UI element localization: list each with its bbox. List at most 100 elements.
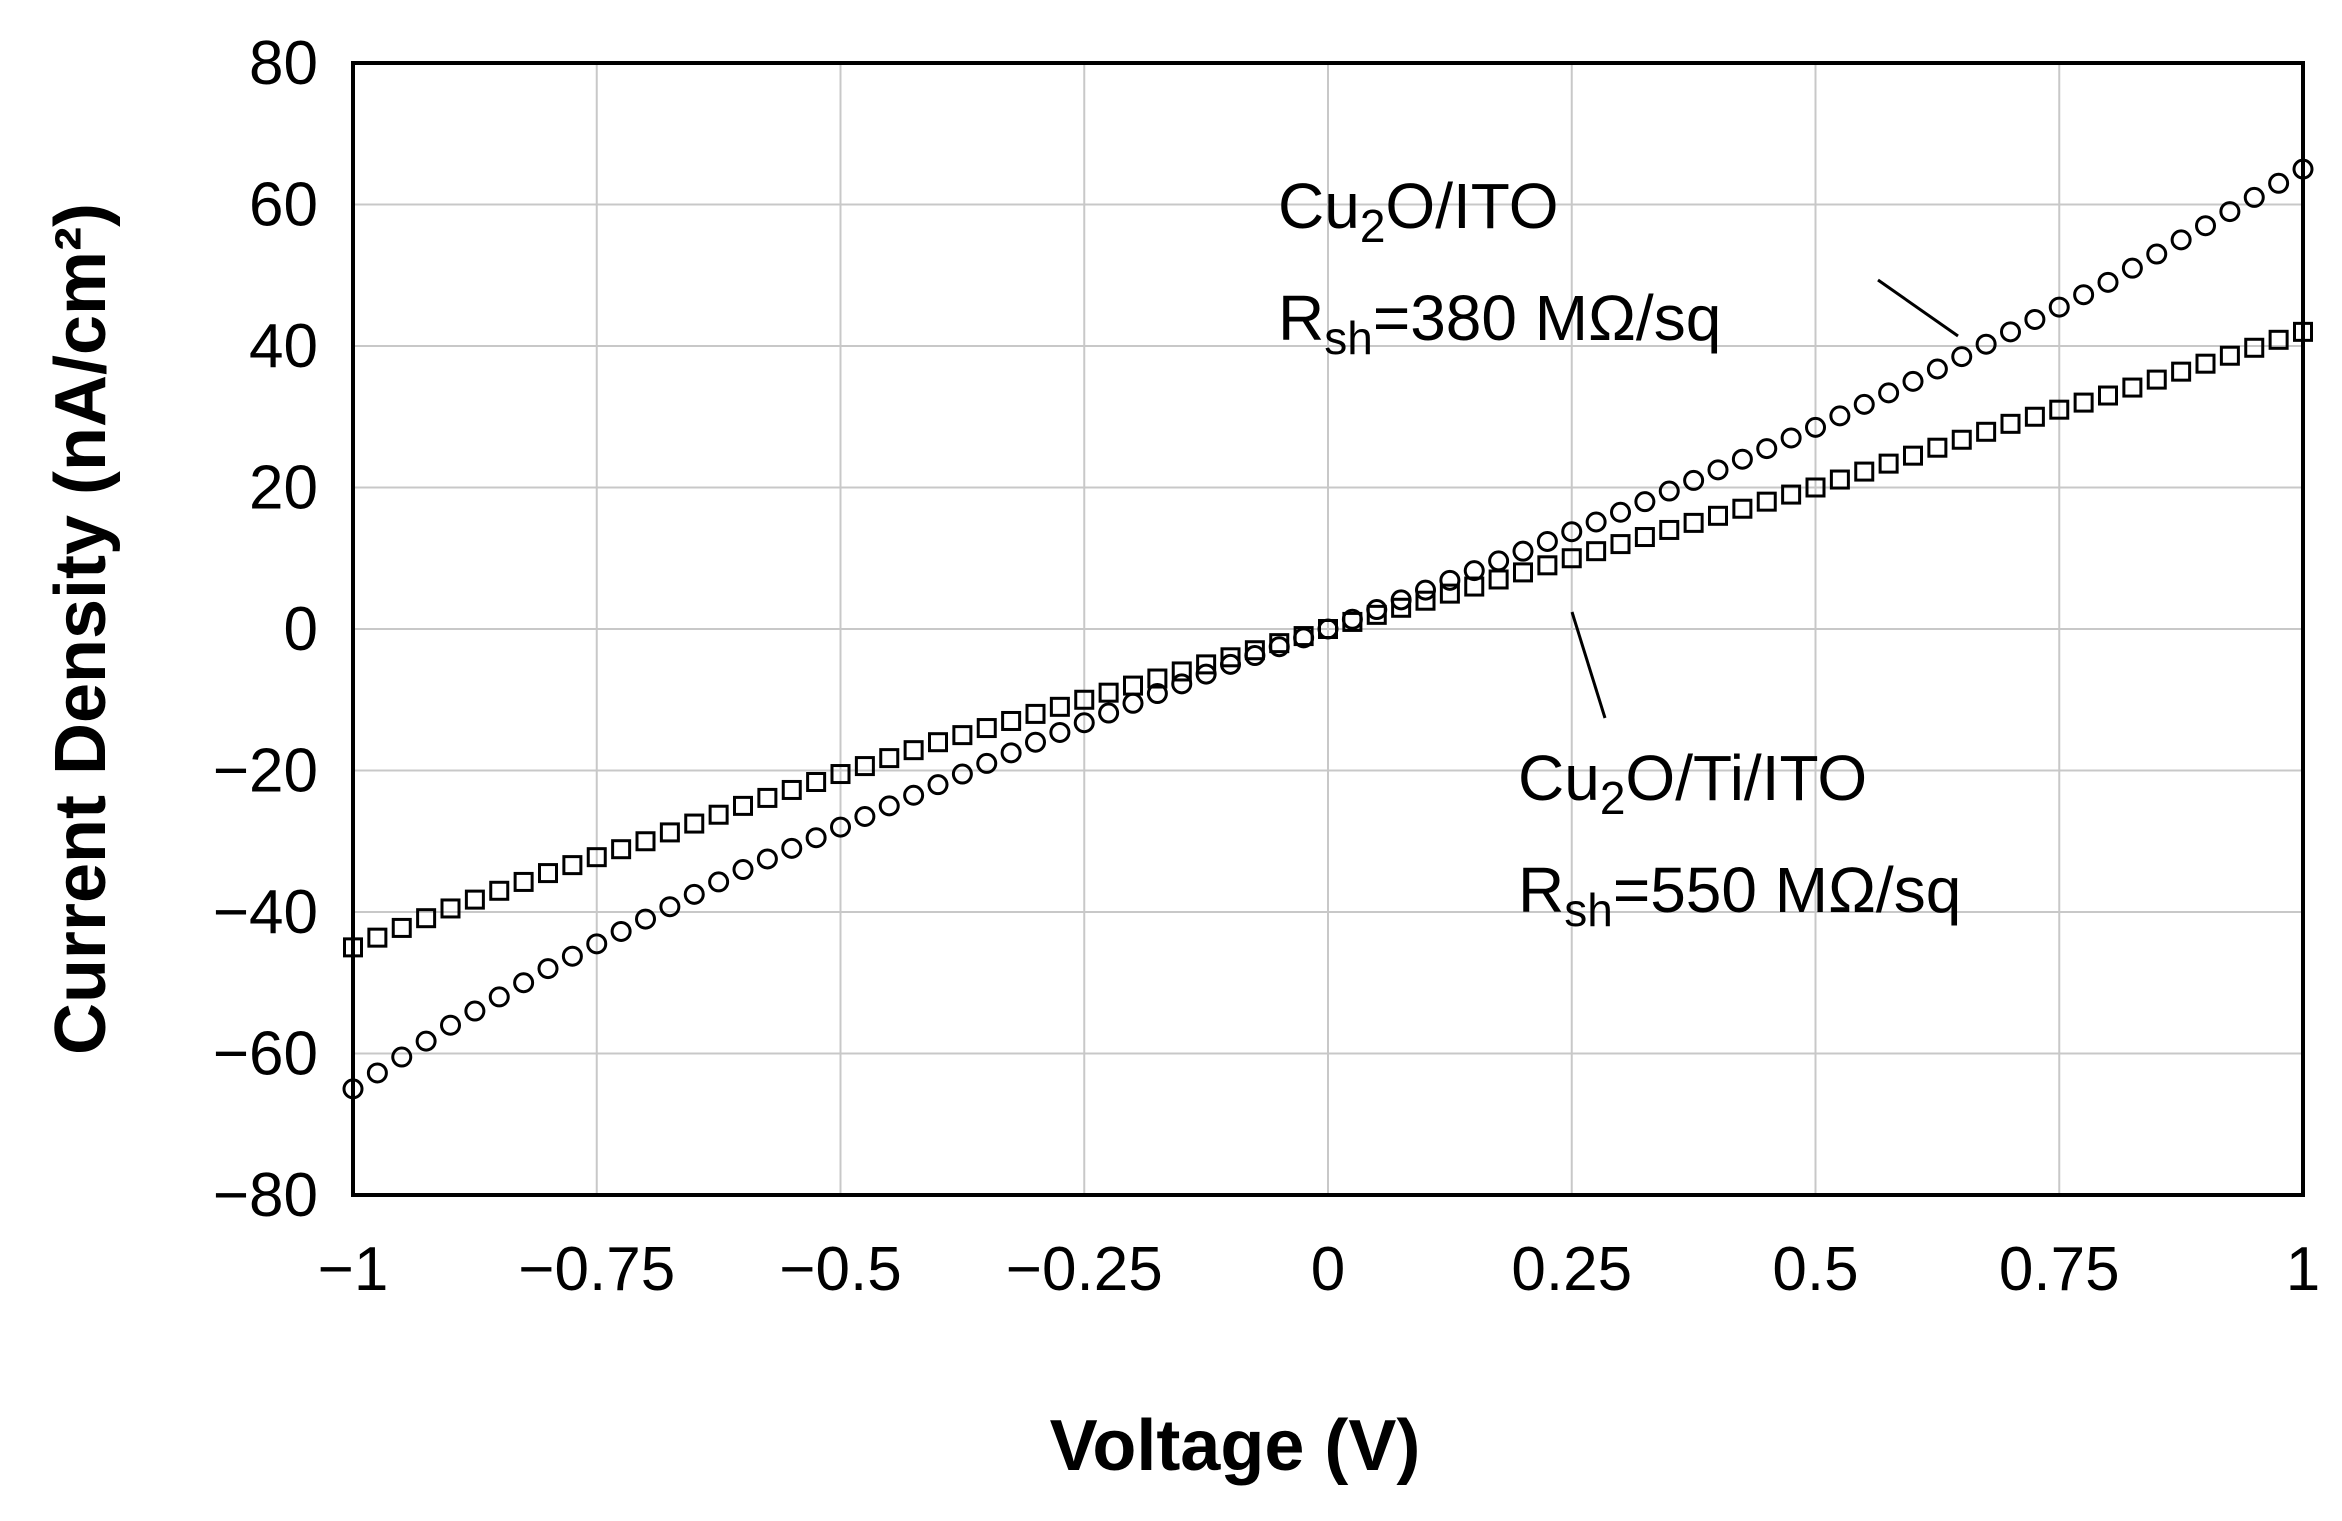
data-point-circle [1025,731,1046,753]
data-point-square [879,748,900,769]
data-point-circle [1707,459,1729,481]
data-point-circle [1951,346,1973,368]
data-point-square [1318,619,1338,639]
data-point-square [1049,696,1070,717]
data-point-square [367,927,388,948]
data-point-square [1244,640,1265,661]
data-point-square [1220,647,1241,668]
annotation-2-line1-sub: 2 [1600,772,1626,824]
data-point-square [1732,498,1753,519]
data-point-square [952,725,973,746]
data-point-square [1537,555,1558,576]
data-point-circle [415,1030,437,1052]
data-point-circle [2268,172,2290,194]
y-tick-label: 40 [249,312,318,381]
data-point-square [2268,329,2289,350]
data-point-circle [2195,215,2216,237]
data-point-circle [2097,271,2119,293]
data-point-square [2122,377,2143,398]
x-tick-label: 0.75 [1999,1235,2120,1304]
data-point-circle [1683,469,1705,491]
data-point-square [1439,583,1460,604]
tick-labels: −1 −0.75 −0.5 −0.25 0 0.25 0.5 0.75 1 80 60 40 20 0 −2… [213,29,2320,1304]
data-point-square [391,917,412,938]
data-point-circle [488,986,510,1008]
data-point-circle [708,871,730,893]
data-point-square [1098,682,1119,703]
data-point-square [1903,445,1923,466]
data-point-circle [1073,712,1095,734]
data-point-circle [1415,579,1436,601]
data-point-circle [1171,673,1193,695]
data-point-circle [1439,569,1461,591]
data-point-square [1586,541,1607,562]
data-point-circle [1098,702,1120,724]
data-point-square [1196,654,1217,675]
x-tick-label: −0.25 [1006,1235,1163,1304]
data-point-square [538,863,558,884]
data-point-square [562,855,583,876]
data-point-square [1683,512,1704,533]
data-point-square [1610,534,1631,555]
data-point-square [830,764,851,785]
y-tick-label: 0 [284,595,318,664]
data-point-circle [1536,530,1558,552]
data-point-square [1561,548,1582,569]
data-point-square [781,779,802,800]
data-point-circle [976,752,998,774]
data-point-square [2146,369,2167,390]
series-markers [342,158,2314,1100]
data-point-square [2171,361,2192,382]
annotation-1-line2-sub: sh [1324,312,1373,364]
data-point-square [513,871,534,892]
data-point-circle [1049,721,1071,743]
data-point-square [1171,661,1192,682]
data-point-square [708,804,729,825]
annotation-cu2o-ito-name: Cu2O/ITO [1278,170,1558,252]
data-point-square [2073,392,2094,413]
data-point-square [1854,461,1875,482]
data-point-circle [1512,540,1534,562]
data-point-square [635,831,656,852]
data-point-square [2000,413,2021,434]
data-point-circle [537,958,559,980]
data-point-square [2219,345,2240,366]
y-tick-label: −20 [213,737,318,806]
data-point-square [903,740,924,761]
data-point-circle [1244,645,1266,667]
annotation-cu2o-ti-ito-leader [1570,611,1607,719]
data-point-circle [513,972,535,994]
y-tick-label: 80 [249,29,318,98]
data-point-square [854,756,875,777]
data-point-square [1293,626,1314,647]
x-tick-label: 0 [1311,1235,1345,1304]
plot-frame [351,61,2305,1197]
data-point-circle [2073,284,2095,306]
y-tick-label: −60 [213,1020,318,1089]
data-point-square [2195,353,2216,374]
data-point-circle [1756,438,1778,460]
x-tick-label: −1 [318,1235,389,1304]
annotation-cu2o-ti-ito-rsh: Rsh=550 MΩ/sq [1518,854,1961,936]
data-point-square [1488,569,1509,590]
data-point-circle [366,1062,388,1084]
data-point-square [586,847,607,868]
data-point-square [1708,505,1728,526]
data-point-square [464,889,485,910]
data-point-square [1025,703,1046,724]
data-point-square [928,732,948,753]
data-point-square [1366,604,1387,625]
data-point-square [1781,484,1802,505]
data-point-circle [830,816,851,838]
data-point-circle [391,1046,413,1068]
annotation-1-line1-rest: O/ITO [1385,170,1558,242]
data-point-circle [610,920,632,942]
data-point-circle [756,848,778,870]
data-point-square [976,718,997,739]
data-point-circle [1853,393,1875,415]
data-point-square [659,822,680,843]
data-point-square [1805,477,1826,498]
data-point-circle [586,933,608,955]
data-point-circle [2000,321,2021,343]
data-point-square [1123,675,1143,696]
